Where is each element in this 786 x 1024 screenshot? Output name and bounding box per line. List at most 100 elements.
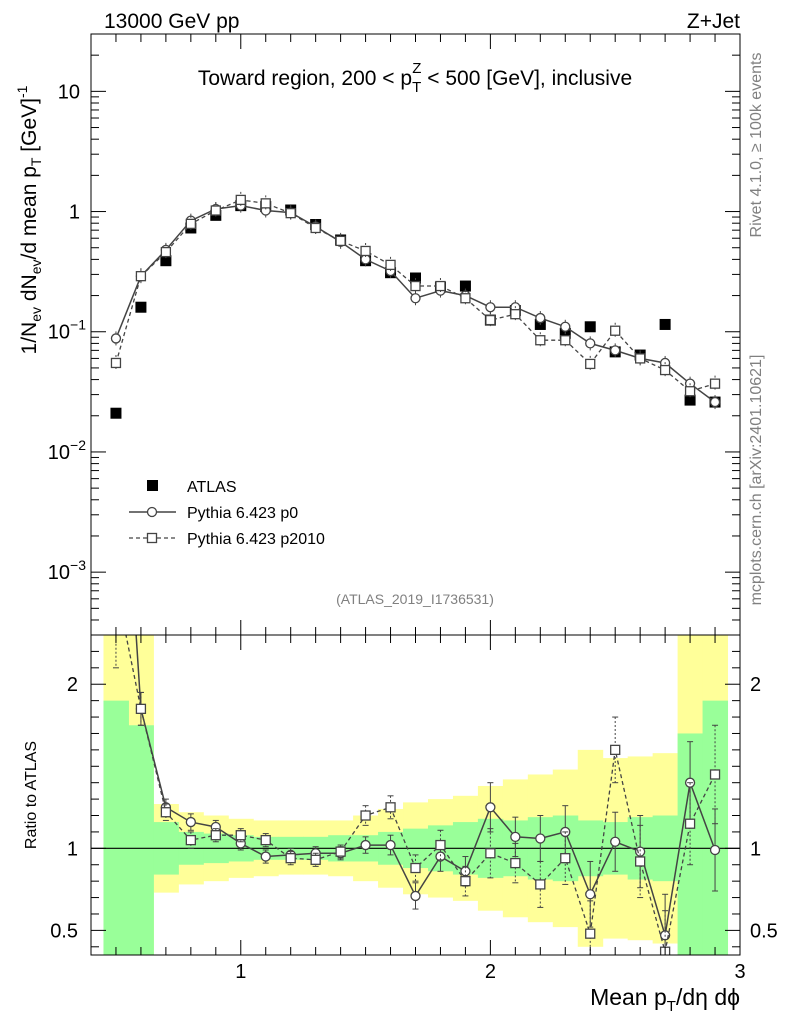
atlas-point: [459, 280, 471, 292]
main-y-tick-label: 10−2: [48, 437, 86, 464]
ratio-p0-point: [410, 890, 421, 902]
energy-label: 13000 GeV pp: [104, 10, 239, 33]
atlas-point: [584, 321, 596, 333]
p0-point: [709, 396, 721, 408]
p2010-point: [135, 271, 147, 282]
ratio-y-tick-label-left: 0.5: [50, 920, 78, 942]
ratio-y-tick-label-right: 1: [750, 838, 761, 860]
ratio-p2010-point: [684, 818, 696, 829]
p0-point: [560, 321, 571, 332]
main-y-tick-label: 10: [58, 81, 80, 103]
p2010-point: [510, 309, 521, 320]
p2010-point: [110, 357, 122, 369]
p2010-point: [235, 194, 246, 206]
ratio-p2010-point: [235, 830, 246, 841]
ratio-p2010-point: [360, 810, 371, 821]
ratio-p0-point: [485, 802, 496, 813]
ratio-axes: 0.5 0.5 1 1 2 2 1 2 3: [50, 635, 778, 983]
rivet-label: Rivet 4.1.0, ≥ 100k events: [748, 53, 765, 238]
ratio-y-tick-label-left: 2: [67, 674, 78, 696]
atlas-point: [684, 394, 696, 406]
p2010-point: [410, 280, 421, 292]
legend-label-atlas: ATLAS: [187, 479, 237, 496]
p2010-point: [684, 386, 696, 397]
ratio-p0-point: [610, 836, 621, 847]
ratio-p2010-point: [510, 857, 521, 869]
ratio-p2010-point: [310, 854, 321, 865]
ratio-p2010-point: [185, 834, 196, 846]
analysis-id: (ATLAS_2019_I1736531): [336, 591, 494, 607]
atlas-point: [160, 255, 172, 267]
ratio-y-axis-label: Ratio to ATLAS: [23, 741, 40, 849]
ratio-p0-point: [260, 851, 271, 862]
p2010-point: [310, 222, 321, 234]
p2010-point: [435, 280, 446, 292]
main-axes: 10−3 10−2 10−1 1 10: [48, 33, 740, 636]
ratio-p2010-point: [610, 744, 621, 756]
atlas-point: [659, 318, 671, 330]
p0-point: [110, 333, 122, 344]
legend-label-p2010: Pythia 6.423 p2010: [187, 531, 325, 548]
main-y-tick-label: 10−1: [48, 317, 86, 344]
ratio-y-tick-label-left: 1: [67, 838, 78, 860]
p2010-point: [260, 198, 271, 209]
ratio-p2010-point: [111, 581, 120, 590]
ratio-panel: 0.5 0.5 1 1 2 2 1 2 3 Ratio to ATLAS Mean pT/dη …: [23, 319, 778, 1015]
main-y-tick-label: 1: [69, 202, 80, 224]
inner-uncertainty-band: [128, 725, 154, 955]
p2010-point: [460, 293, 471, 304]
p0-point: [585, 338, 596, 349]
p2010-point: [635, 353, 646, 364]
ratio-p2010-point: [635, 856, 646, 867]
main-y-tick-label: 10−3: [48, 557, 86, 584]
ratio-p2010-point: [485, 848, 496, 859]
legend-marker-p0: [146, 506, 158, 518]
process-label: Z+Jet: [687, 10, 740, 33]
p2010-point: [335, 235, 346, 247]
atlas-point: [135, 301, 147, 313]
ratio-p2010-point: [135, 703, 147, 714]
ratio-y-tick-label-right: 2: [750, 674, 761, 696]
ratio-p2010-point: [535, 879, 546, 890]
legend: ATLAS Pythia 6.423 p0 Pythia 6.423 p2010: [129, 479, 325, 548]
ratio-p0-point: [111, 319, 120, 328]
x-tick-label: 2: [485, 961, 496, 983]
inner-uncertainty-band: [103, 700, 129, 955]
p2010-point: [485, 314, 496, 326]
legend-label-p0: Pythia 6.423 p0: [187, 505, 298, 522]
p2010-point: [535, 335, 546, 346]
ratio-p0-point: [360, 839, 371, 851]
ratio-p0-point: [385, 839, 396, 851]
ratio-p2010-point: [260, 834, 271, 846]
x-axis-label: Mean pT/dη dϕ: [590, 984, 740, 1015]
p2010-point: [560, 335, 571, 346]
ratio-p2010-point: [285, 853, 296, 864]
ratio-p2010-point: [385, 802, 396, 813]
ratio-p2010-point: [709, 769, 721, 780]
ratio-y-tick-label-right: 0.5: [750, 920, 778, 942]
main-y-axis-label: 1/Nev dNev/d mean pT [GeV]-1: [14, 85, 44, 354]
ratio-p2010-point: [560, 853, 571, 864]
ratio-p2010-point: [160, 807, 172, 818]
main-title: Toward region, 200 < pTZ < 500 [GeV], in…: [198, 60, 632, 96]
main-plot-area: [110, 191, 721, 419]
p0-point: [410, 293, 421, 304]
ratio-p2010-point: [585, 928, 596, 939]
x-tick-label: 3: [734, 961, 745, 983]
p2010-point: [709, 378, 721, 389]
p2010-point: [210, 205, 221, 216]
p2010-point: [160, 246, 172, 258]
ratio-p2010-point: [435, 839, 446, 851]
legend-marker-p2010: [146, 532, 158, 544]
p0-point: [610, 345, 621, 356]
ratio-p0-point: [709, 844, 721, 856]
ratio-p0-point: [585, 889, 596, 900]
ratio-p2010-point: [210, 830, 221, 841]
p2010-point: [585, 358, 596, 370]
ratio-p0-point: [510, 831, 521, 842]
p2010-point: [385, 259, 396, 271]
p2010-point: [185, 218, 196, 230]
p0-point: [535, 312, 546, 324]
p0-point: [485, 302, 496, 313]
